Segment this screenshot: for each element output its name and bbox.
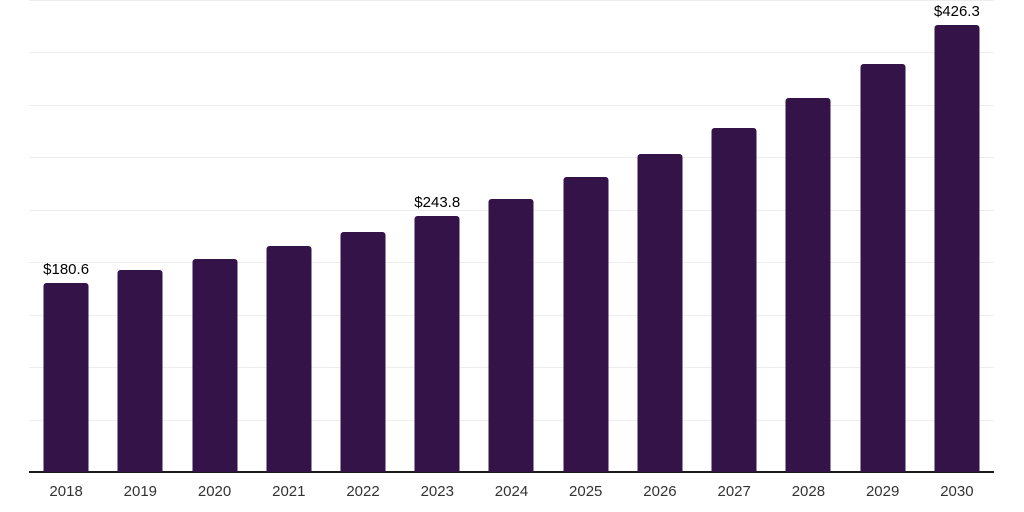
x-axis-label-2030: 2030 bbox=[940, 483, 974, 500]
band-2028 bbox=[771, 0, 845, 472]
band-2021 bbox=[252, 0, 326, 472]
bar-2021 bbox=[266, 245, 312, 472]
x-axis-labels: 2018 2019 2020 2021 2022 2023 2024 2025 2026 2027… bbox=[29, 483, 994, 503]
band-2027 bbox=[697, 0, 771, 472]
bar-2027 bbox=[711, 127, 757, 472]
band-2022 bbox=[326, 0, 400, 472]
x-axis-label-2024: 2024 bbox=[494, 483, 529, 500]
bar-2029 bbox=[860, 63, 906, 472]
x-axis-line bbox=[29, 471, 994, 473]
x-axis-label-2029: 2029 bbox=[865, 483, 900, 500]
x-axis-label-2028: 2028 bbox=[791, 483, 826, 500]
band-2030: $426.3 bbox=[920, 0, 994, 472]
chart-plot-area: $180.6 $243.8 $426.3 bbox=[29, 0, 994, 473]
bar-2022 bbox=[340, 232, 386, 472]
x-axis-label-2018: 2018 bbox=[49, 483, 83, 500]
band-2024 bbox=[474, 0, 548, 472]
x-axis-label-2021: 2021 bbox=[272, 483, 306, 500]
gridline-450 bbox=[29, 0, 994, 1]
bar-2024 bbox=[488, 198, 534, 472]
bar-2018 bbox=[43, 282, 89, 472]
x-axis-label-2025: 2025 bbox=[569, 483, 603, 500]
bar-2028 bbox=[785, 97, 831, 472]
bar-value-label-2030: $426.3 bbox=[933, 2, 980, 20]
band-2018: $180.6 bbox=[29, 0, 103, 472]
bar-2025 bbox=[563, 177, 609, 472]
bar-value-label-2023: $243.8 bbox=[414, 194, 461, 212]
x-axis-label-2023: 2023 bbox=[420, 483, 454, 500]
bar-value-label-2018: $180.6 bbox=[43, 260, 90, 278]
x-axis-label-2019: 2019 bbox=[123, 483, 158, 500]
bar-2030 bbox=[934, 24, 980, 472]
band-2023: $243.8 bbox=[400, 0, 474, 472]
bar-2023 bbox=[414, 216, 460, 472]
bar-2019 bbox=[117, 270, 163, 472]
x-axis-label-2026: 2026 bbox=[643, 483, 677, 500]
x-axis-label-2022: 2022 bbox=[346, 483, 380, 500]
band-2020 bbox=[177, 0, 251, 472]
bar-2026 bbox=[637, 153, 683, 472]
bar-2020 bbox=[192, 259, 238, 472]
gridline-350 bbox=[29, 104, 994, 106]
band-2029 bbox=[846, 0, 920, 472]
band-2026 bbox=[623, 0, 697, 472]
x-axis-label-2020: 2020 bbox=[197, 483, 232, 500]
band-2019 bbox=[103, 0, 177, 472]
gridline-400 bbox=[29, 52, 994, 54]
band-2025 bbox=[549, 0, 623, 472]
x-axis-label-2027: 2027 bbox=[717, 483, 751, 500]
gridline-300 bbox=[29, 157, 994, 159]
